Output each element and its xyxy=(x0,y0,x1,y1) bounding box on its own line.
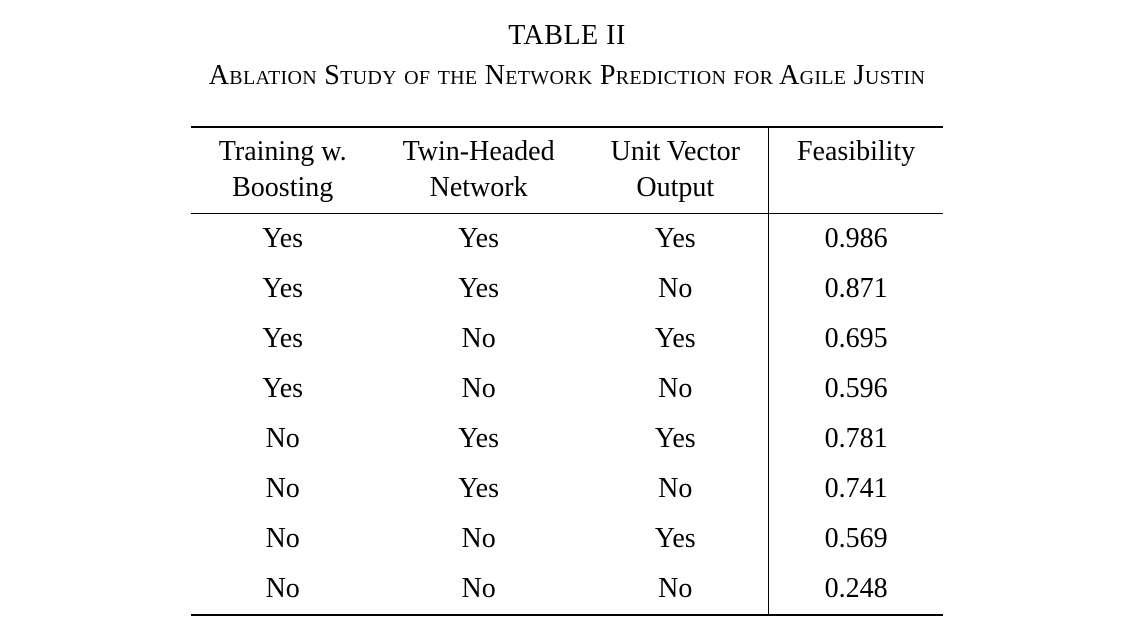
cell-twinheaded: Yes xyxy=(375,464,583,514)
header-col-3-line-2: Output xyxy=(636,172,714,203)
header-col-4-line-1: Feasibility xyxy=(797,136,915,167)
cell-twinheaded: No xyxy=(375,564,583,615)
cell-unitvector: Yes xyxy=(583,514,769,564)
header-col-1-line-2: Boosting xyxy=(232,172,333,203)
cell-twinheaded: Yes xyxy=(375,414,583,464)
cell-training: Yes xyxy=(191,264,375,314)
cell-training: No xyxy=(191,564,375,615)
header-col-1-line-1: Training w. xyxy=(219,136,347,167)
header-col-2-line-1: Twin-Headed xyxy=(403,136,555,167)
cell-training: Yes xyxy=(191,314,375,364)
header-col-3-line-1: Unit Vector xyxy=(611,136,740,167)
ablation-table: Training w. Boosting Twin-Headed Network… xyxy=(191,126,943,616)
table-row: No Yes Yes 0.781 xyxy=(191,414,943,464)
cell-unitvector: Yes xyxy=(583,213,769,264)
cell-training: Yes xyxy=(191,364,375,414)
cell-unitvector: Yes xyxy=(583,414,769,464)
cell-unitvector: No xyxy=(583,264,769,314)
table-caption: Ablation Study of the Network Prediction… xyxy=(209,60,925,92)
cell-training: No xyxy=(191,514,375,564)
cell-unitvector: No xyxy=(583,464,769,514)
cell-feasibility: 0.741 xyxy=(768,464,943,514)
table-wrapper: Training w. Boosting Twin-Headed Network… xyxy=(191,126,943,616)
table-row: Yes Yes Yes 0.986 xyxy=(191,213,943,264)
header-col-3: Unit Vector Output xyxy=(583,127,769,213)
cell-feasibility: 0.248 xyxy=(768,564,943,615)
cell-feasibility: 0.695 xyxy=(768,314,943,364)
header-col-2: Twin-Headed Network xyxy=(375,127,583,213)
table-row: Yes No Yes 0.695 xyxy=(191,314,943,364)
cell-unitvector: No xyxy=(583,364,769,414)
header-col-2-line-2: Network xyxy=(430,172,528,203)
cell-training: No xyxy=(191,414,375,464)
header-col-4: Feasibility xyxy=(768,127,943,213)
table-row: No No No 0.248 xyxy=(191,564,943,615)
table-row: Yes No No 0.596 xyxy=(191,364,943,414)
cell-training: Yes xyxy=(191,213,375,264)
table-row: No Yes No 0.741 xyxy=(191,464,943,514)
cell-twinheaded: No xyxy=(375,514,583,564)
cell-feasibility: 0.781 xyxy=(768,414,943,464)
table-row: No No Yes 0.569 xyxy=(191,514,943,564)
cell-twinheaded: Yes xyxy=(375,213,583,264)
table-row: Yes Yes No 0.871 xyxy=(191,264,943,314)
cell-twinheaded: No xyxy=(375,314,583,364)
cell-feasibility: 0.986 xyxy=(768,213,943,264)
cell-feasibility: 0.596 xyxy=(768,364,943,414)
cell-feasibility: 0.871 xyxy=(768,264,943,314)
cell-unitvector: No xyxy=(583,564,769,615)
cell-feasibility: 0.569 xyxy=(768,514,943,564)
header-row: Training w. Boosting Twin-Headed Network… xyxy=(191,127,943,213)
cell-unitvector: Yes xyxy=(583,314,769,364)
cell-twinheaded: No xyxy=(375,364,583,414)
cell-twinheaded: Yes xyxy=(375,264,583,314)
header-col-1: Training w. Boosting xyxy=(191,127,375,213)
table-number: TABLE II xyxy=(508,20,626,52)
cell-training: No xyxy=(191,464,375,514)
